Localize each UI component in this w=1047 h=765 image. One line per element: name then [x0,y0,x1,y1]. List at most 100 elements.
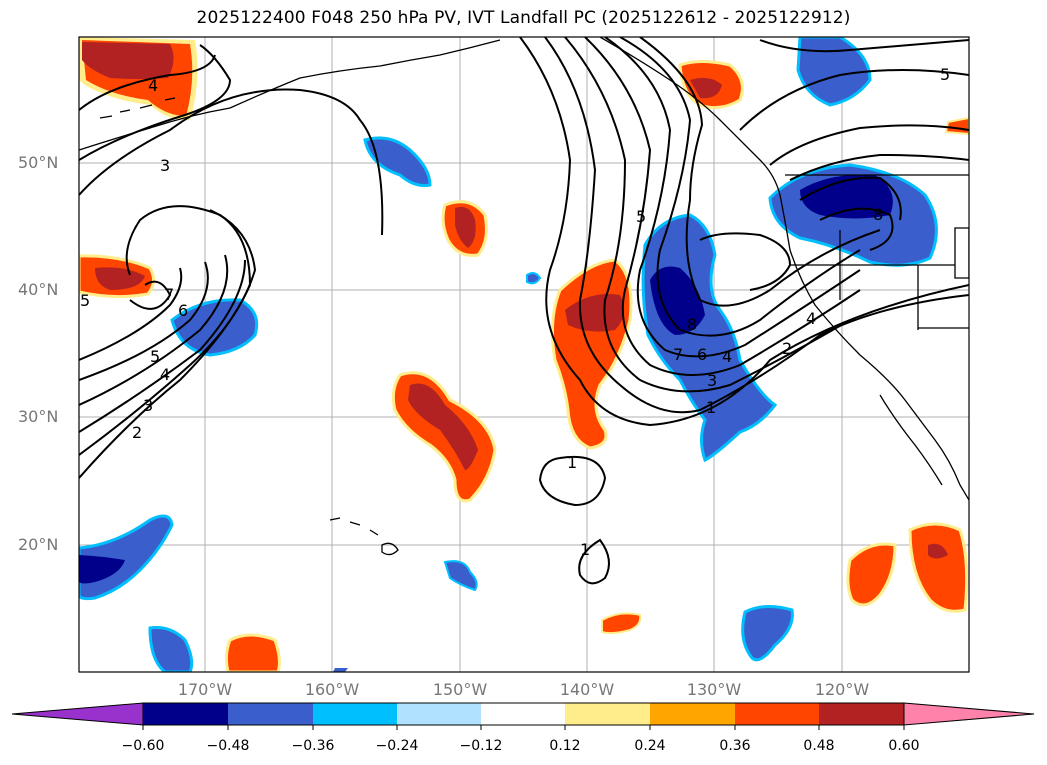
map-frame [78,36,970,673]
contour-label: 3 [707,371,717,390]
neg-blob-east-core [650,266,705,335]
contour-label: 1 [580,540,590,559]
contour-trough-3 [564,37,851,393]
contour-ne-f [819,207,894,251]
colorbar-bin [228,703,313,725]
lat-label: 50°N [18,153,59,172]
coast-baja [879,394,943,486]
pos-blob-south-center [391,371,497,503]
map-area [79,37,969,672]
coast-bc [599,37,969,501]
lon-label: 140°W [559,680,615,699]
neg-blob-s1 [148,626,194,672]
colorbar-tick-label: 0.24 [634,738,666,754]
colorbar-extend-low [11,702,144,726]
lon-label: 170°W [177,680,233,699]
pos-blob-south1 [224,633,281,672]
contour-label: 3 [143,396,153,415]
contour-label: 5 [80,291,90,310]
contour-label: 5 [940,65,950,84]
contour-label: 1 [706,398,716,417]
contour-label: 2 [782,339,792,358]
contour-1-a [538,456,607,507]
contour-ridge-e [79,261,209,381]
colorbar-tick-label: −0.36 [291,738,335,754]
colorbar-bin [735,703,819,725]
contour-label: 6 [697,345,707,364]
lat-label: 40°N [18,280,59,299]
contour-label: 8 [873,205,883,224]
contour-label: 4 [722,347,732,366]
contour-label: 5 [636,207,646,226]
contour-1-b [578,538,610,585]
contour-ne-e [799,176,902,221]
colorbar-bin [481,703,565,725]
contour-trough-1 [519,37,969,427]
contour-ridge-a [79,205,252,479]
colorbar-bin [819,703,904,725]
contour-west-2 [79,44,232,161]
colorbar-extend-high [903,702,1035,726]
coastlines [79,37,969,556]
contour-label: 7 [164,285,174,304]
pos-blob-se2 [908,522,969,613]
colorbar-tick-label: 0.60 [888,738,920,754]
contour-ne-a [699,232,792,291]
colorbar-tick-label: −0.24 [375,738,419,754]
colorbar-bin [565,703,650,725]
colorbar-tick-label: −0.60 [121,738,165,754]
contour-ridge-g [129,280,172,310]
neg-blob-s3 [741,605,794,662]
lat-label: 30°N [18,407,59,426]
pos-blob-south2 [601,612,642,635]
contour-trough-4 [584,37,861,376]
contour-label: 7 [673,345,683,364]
colorbar-tick-label: −0.48 [206,738,250,754]
contour-trough-2 [544,37,969,414]
colorbar-bin [397,703,481,725]
coast-alaska [79,39,501,151]
border-states [790,227,969,330]
neg-blob-small [526,272,542,285]
colorbar-bin [143,703,228,725]
colorbar-tick-label: 0.36 [719,738,751,754]
pos-blob-ne [944,116,969,136]
neg-blob-n [363,136,432,187]
lat-label: 20°N [18,535,59,554]
contour-ridge-c [79,259,246,433]
map-title: 2025122400 F048 250 hPa PV, IVT Landfall… [196,8,851,28]
contour-ridge-d [79,254,229,406]
coast-aleutians [99,97,176,119]
contour-label: 4 [806,309,816,328]
contour-label: 8 [687,315,697,334]
neg-blob-ne-core [800,174,893,219]
ivt-contours [79,37,969,585]
contour-trough-5 [604,37,861,358]
contour-trough-6 [619,37,861,337]
contour-label: 1 [567,453,577,472]
contour-label: 6 [178,301,188,320]
colorbar-tick-label: 0.48 [803,738,835,754]
colorbar [11,702,1035,730]
neg-blob-s2 [443,560,478,592]
lon-label: 150°W [432,680,488,699]
contour-label: 3 [160,156,170,175]
contour-label: 2 [132,423,142,442]
neg-blob-far-ne [796,37,872,107]
contour-ridge-f [79,267,183,361]
contour-ne-c [769,124,969,166]
colorbar-bin [650,703,735,725]
contour-label: 4 [160,365,170,384]
contour-west-3 [79,54,216,111]
colorbar-tick-label: 0.12 [549,738,581,754]
island-hawaii [329,517,399,556]
pos-blob-se1 [846,542,897,607]
lon-label: 120°W [814,680,870,699]
lon-label: 130°W [686,680,742,699]
colorbar-tick-label: −0.12 [459,738,503,754]
neg-blob-s4 [333,668,348,672]
lon-label: 160°W [304,680,360,699]
colorbar-bin [313,703,397,725]
negative-anomaly-regions [79,37,938,672]
